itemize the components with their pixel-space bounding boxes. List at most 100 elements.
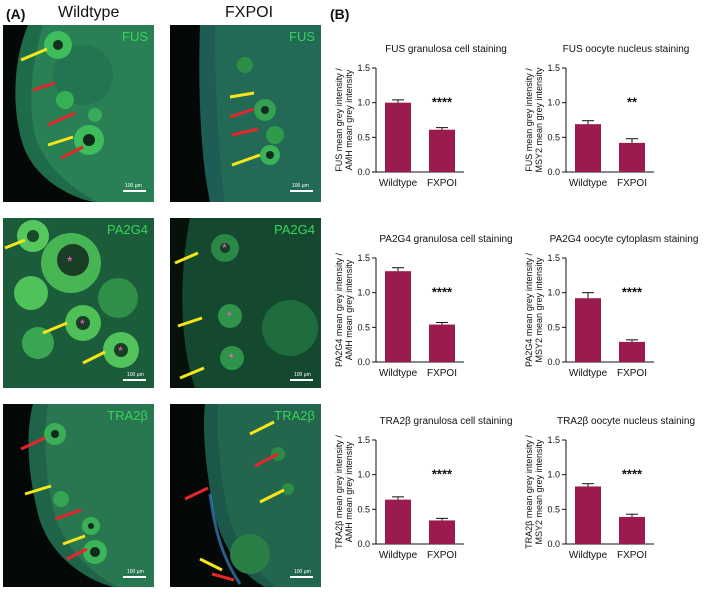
significance-marker: **** — [622, 467, 643, 482]
y-axis-label: AMH mean grey intensity — [344, 69, 354, 170]
y-tick-label: 0.5 — [547, 504, 560, 514]
y-tick-label: 1.5 — [547, 435, 560, 445]
micrograph-tra2b-wildtype: 100 µm TRA2β — [3, 404, 154, 587]
y-tick-label: 0.5 — [357, 504, 370, 514]
yellow-arrow-icon — [174, 251, 199, 265]
y-tick-label: 1.5 — [547, 63, 560, 73]
red-arrow-icon — [231, 127, 259, 137]
chart-fus-oocyte-nucleus: FUS oocyte nucleus staining FUS mean grey… — [524, 38, 708, 216]
panel-label-b: (B) — [330, 6, 350, 22]
y-tick-label: 1.5 — [547, 253, 560, 263]
yellow-arrow-icon — [231, 153, 261, 167]
asterisk-marker: * — [227, 309, 232, 323]
y-tick-label: 1.0 — [547, 288, 560, 298]
y-axis-label: FUS mean grey intensity / — [334, 68, 344, 172]
asterisk-marker: * — [222, 241, 227, 255]
y-tick-label: 1.5 — [357, 435, 370, 445]
x-tick-label: FXPOI — [427, 178, 457, 189]
stain-label: FUS — [289, 29, 315, 44]
micrograph-pa2g4-wildtype: * * * 100 µm PA2G4 — [3, 218, 154, 388]
yellow-arrow-icon — [259, 488, 285, 504]
y-tick-label: 0.0 — [547, 167, 560, 177]
stain-label: TRA2β — [274, 408, 315, 423]
chart-title: PA2G4 granulosa cell staining — [379, 234, 512, 245]
x-tick-label: Wildtype — [379, 550, 418, 561]
red-arrow-icon — [254, 452, 279, 468]
bar-fxpoi — [619, 516, 645, 544]
red-arrow-icon — [211, 572, 235, 582]
y-axis-label: FUS mean grey intensity / — [524, 68, 534, 172]
x-tick-label: FXPOI — [617, 550, 647, 561]
y-tick-label: 0.5 — [357, 322, 370, 332]
significance-marker: **** — [622, 285, 643, 300]
yellow-arrow-icon — [177, 316, 203, 328]
micrograph-image: * * * 100 µm — [3, 218, 154, 388]
bar-fxpoi — [619, 142, 645, 172]
yellow-arrow-icon — [24, 484, 52, 496]
column-header-wildtype: Wildtype — [58, 4, 120, 21]
bar-fxpoi — [619, 341, 645, 362]
asterisk-marker: * — [229, 351, 234, 365]
y-tick-label: 1.0 — [547, 98, 560, 108]
asterisk-marker: * — [80, 317, 85, 331]
y-tick-label: 0.0 — [547, 357, 560, 367]
micrograph-fus-fxpoi: 100 µm FUS — [170, 25, 321, 202]
y-axis-label: PA2G4 mean grey intensity / — [334, 253, 344, 367]
x-tick-label: FXPOI — [427, 550, 457, 561]
red-arrow-icon — [20, 436, 46, 451]
chart-pa2g4-granulosa: PA2G4 granulosa cell staining PA2G4 mean … — [334, 228, 518, 406]
chart-title: PA2G4 oocyte cytoplasm staining — [550, 234, 699, 245]
y-tick-label: 1.0 — [357, 98, 370, 108]
yellow-arrow-icon — [249, 420, 275, 436]
scale-bar-label: 100 µm — [127, 372, 144, 378]
scale-bar-label: 100 µm — [292, 183, 309, 189]
yellow-arrow-icon — [199, 557, 223, 572]
bar-wildtype — [575, 124, 601, 172]
stain-label: TRA2β — [107, 408, 148, 423]
y-tick-label: 1.5 — [357, 253, 370, 263]
chart-title: TRA2β oocyte nucleus staining — [557, 416, 695, 427]
red-arrow-icon — [60, 145, 84, 160]
bar-fxpoi — [429, 129, 455, 172]
significance-marker: ** — [627, 95, 638, 110]
yellow-arrow-icon — [20, 47, 48, 62]
micrograph-image: 100 µm — [199, 25, 321, 202]
micrograph-image: 100 µm — [20, 404, 154, 587]
yellow-arrow-icon — [4, 238, 26, 250]
y-tick-label: 0.0 — [547, 539, 560, 549]
bar-wildtype — [385, 499, 411, 544]
y-tick-label: 1.5 — [357, 63, 370, 73]
y-axis-label: AMH mean grey intensity — [344, 441, 354, 542]
bar-wildtype — [575, 298, 601, 362]
scale-bar-label: 100 µm — [127, 569, 144, 575]
stain-label: PA2G4 — [274, 222, 315, 237]
red-arrow-icon — [229, 107, 255, 119]
bar-wildtype — [575, 486, 601, 544]
asterisk-marker: * — [118, 344, 123, 358]
chart-tra2b-granulosa: TRA2β granulosa cell staining TRA2β mean … — [334, 410, 518, 588]
y-tick-label: 0.5 — [547, 132, 560, 142]
x-tick-label: Wildtype — [569, 368, 608, 379]
y-tick-label: 0.5 — [547, 322, 560, 332]
y-tick-label: 1.0 — [357, 470, 370, 480]
y-axis-label: TRA2β mean grey intensity / — [524, 435, 534, 549]
y-tick-label: 0.5 — [357, 132, 370, 142]
yellow-arrow-icon — [47, 135, 74, 147]
chart-title: FUS granulosa cell staining — [385, 44, 507, 55]
x-tick-label: Wildtype — [379, 368, 418, 379]
y-tick-label: 0.0 — [357, 357, 370, 367]
red-arrow-icon — [184, 486, 209, 501]
bar-fxpoi — [429, 324, 455, 362]
x-tick-label: Wildtype — [379, 178, 418, 189]
yellow-arrow-icon — [229, 91, 255, 99]
panel-label-a: (A) — [6, 6, 26, 22]
y-tick-label: 1.0 — [357, 288, 370, 298]
chart-title: FUS oocyte nucleus staining — [563, 44, 690, 55]
y-tick-label: 1.0 — [547, 470, 560, 480]
chart-fus-granulosa: FUS granulosa cell staining FUS mean grey… — [334, 38, 518, 216]
red-arrow-icon — [66, 547, 88, 561]
yellow-arrow-icon — [82, 350, 106, 365]
red-arrow-icon — [47, 111, 76, 127]
significance-marker: **** — [432, 95, 453, 110]
micrograph-image: 100 µm — [184, 404, 321, 587]
